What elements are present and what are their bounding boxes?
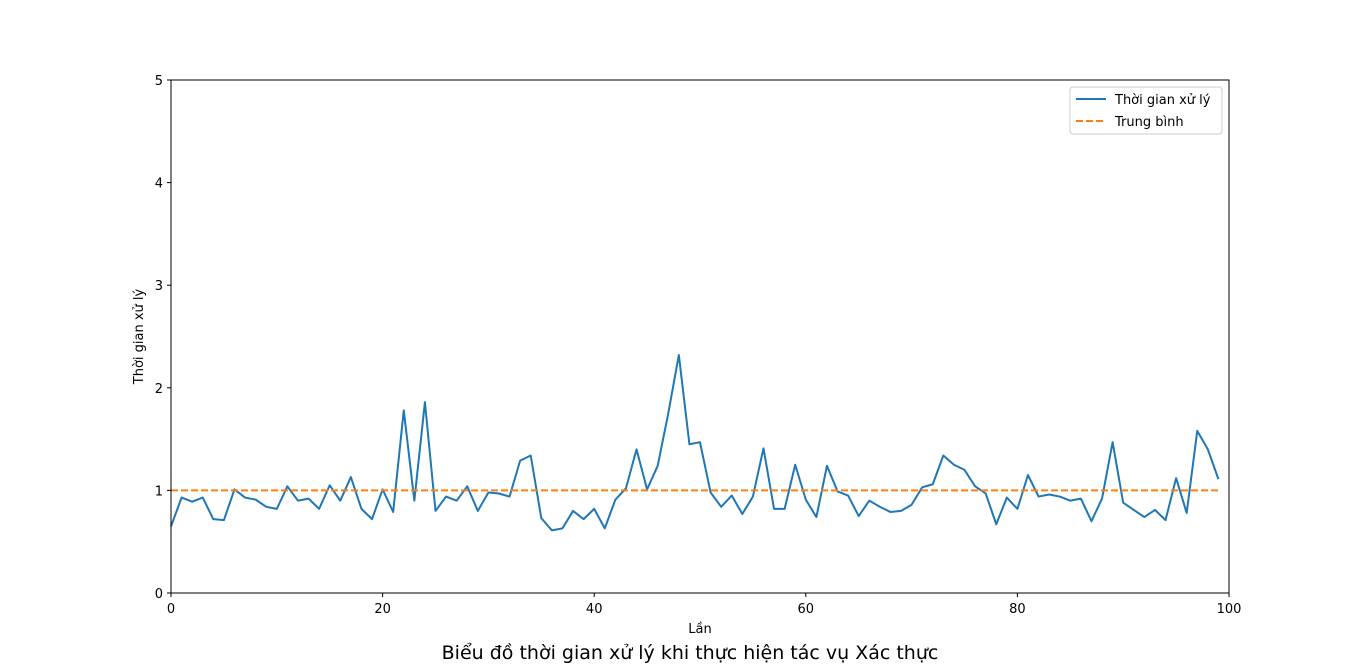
legend-label-processing-time: Thời gian xử lý [1114, 93, 1211, 108]
x-tick-label: 100 [1217, 602, 1242, 617]
y-tick-label: 2 [155, 382, 163, 397]
x-axis-label: Lần [688, 622, 711, 637]
legend-box [1069, 86, 1223, 135]
y-tick-label: 1 [155, 484, 163, 499]
x-tick-label: 60 [798, 602, 815, 617]
plot-frame [170, 79, 1230, 594]
ticks-layer: 0 20 40 60 80 100 0 1 2 3 4 5 [155, 74, 1242, 617]
chart-title: Biểu đồ thời gian xử lý khi thực hiện tá… [442, 642, 939, 664]
x-tick-label: 0 [167, 602, 175, 617]
series-layer [170, 353, 1220, 532]
y-tick-label: 3 [155, 279, 163, 294]
y-tick-label: 0 [155, 587, 163, 602]
legend-label-average: Trung bình [1114, 115, 1184, 130]
y-axis-label: Thời gian xử lý [132, 288, 147, 385]
series-line-processing-time [170, 353, 1220, 532]
legend: Thời gian xử lý Trung bình [1069, 86, 1223, 135]
x-tick-label: 80 [1009, 602, 1026, 617]
x-tick-label: 40 [586, 602, 603, 617]
y-tick-label: 4 [155, 177, 163, 192]
y-tick-label: 5 [155, 74, 163, 89]
x-tick-label: 20 [374, 602, 391, 617]
